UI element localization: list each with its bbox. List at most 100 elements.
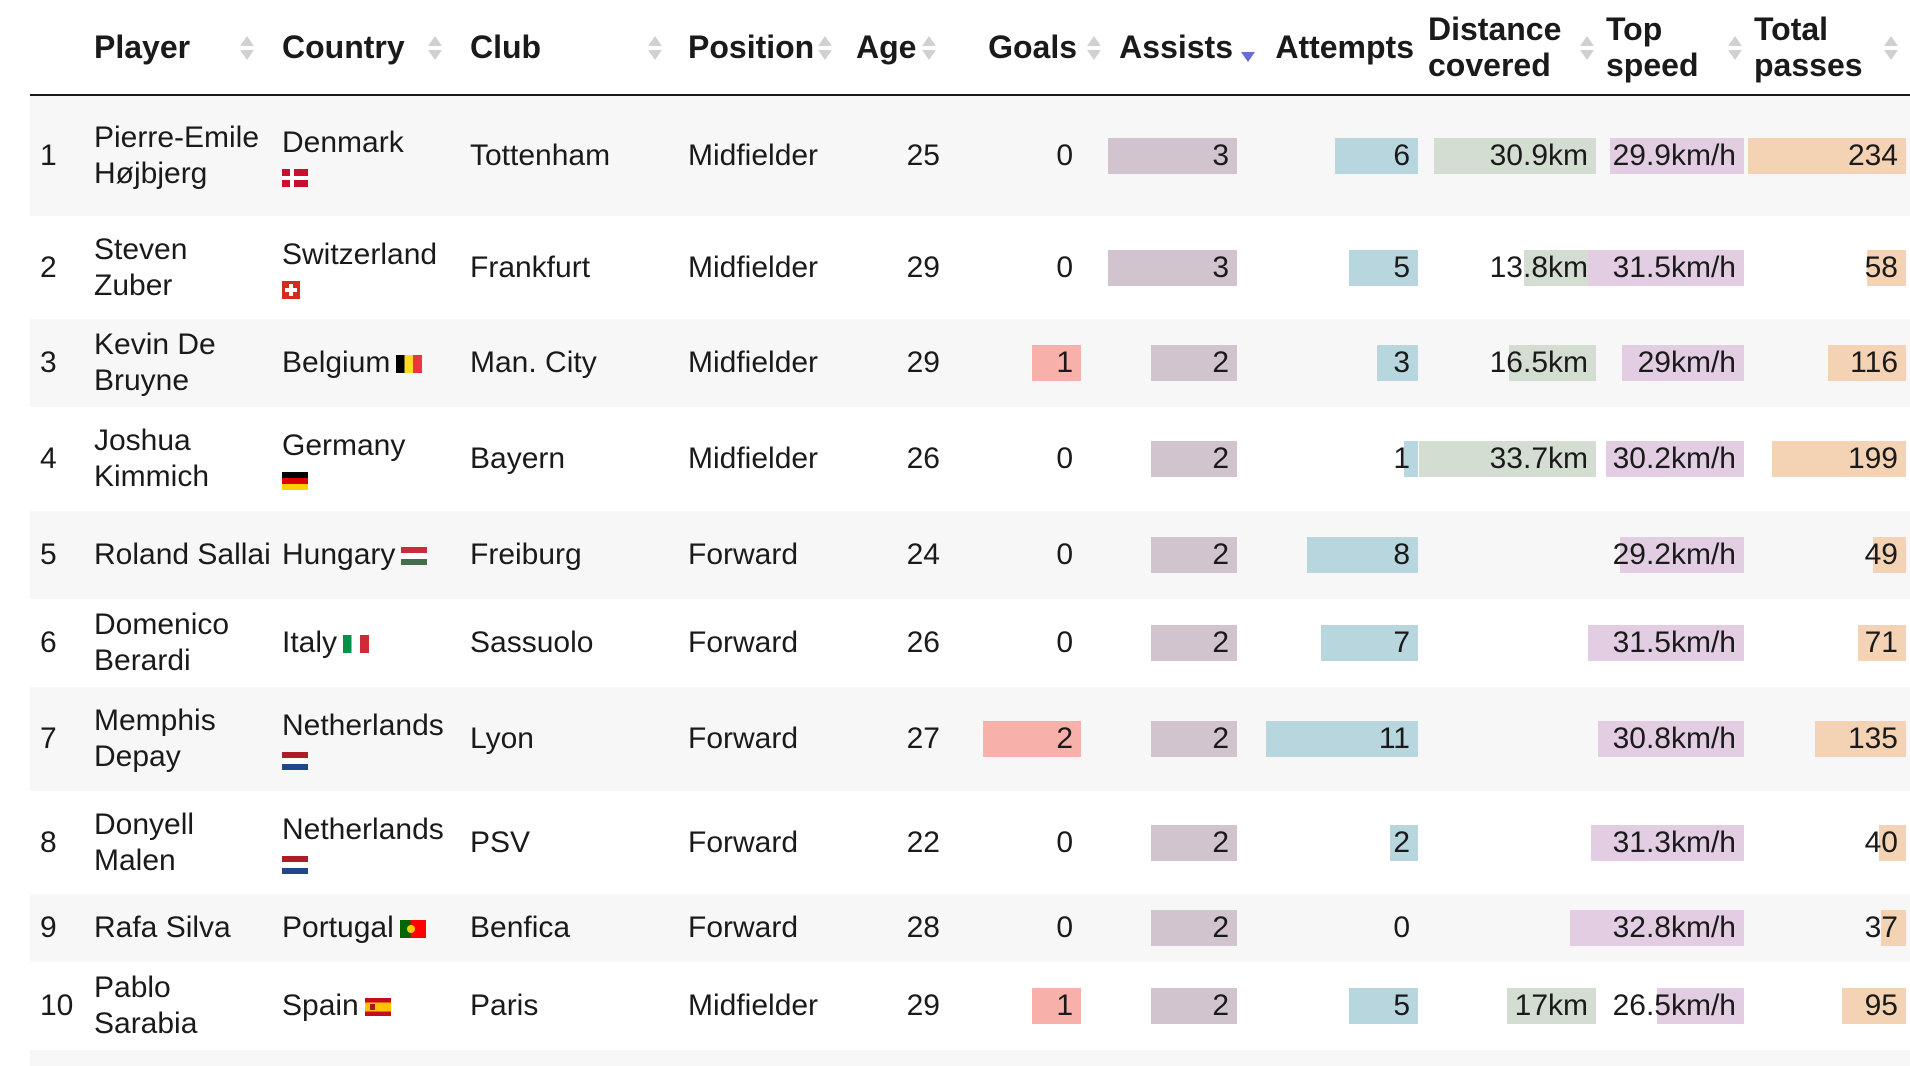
- attempts-bar-wrap: 8: [1237, 537, 1418, 573]
- player-name-cell: Domenico Berardi: [84, 599, 272, 687]
- sort-icon[interactable]: [1087, 36, 1101, 62]
- topspeed-bar-wrap: 26.5km/h: [1596, 988, 1744, 1024]
- table-row: 6 Domenico Berardi Italy Sassuolo Forward 26 0…: [30, 599, 1910, 687]
- distance-bar: [1509, 345, 1596, 381]
- column-header-country[interactable]: Country: [272, 0, 460, 96]
- column-header-club[interactable]: Club: [460, 0, 678, 96]
- position-cell: Forward: [678, 894, 846, 962]
- next-column-cell: [1906, 599, 1910, 687]
- club-cell: Tottenham: [460, 96, 678, 216]
- flag-nl-icon: [282, 855, 308, 874]
- attempts-bar: [1376, 345, 1418, 381]
- position-cell: Forward: [678, 791, 846, 894]
- attempts-bar-wrap: 7: [1237, 625, 1418, 661]
- table-row: 10 Pablo Sarabia Spain Paris Midfielder 29 1 2 5…: [30, 962, 1910, 1050]
- column-header-assists[interactable]: Assists: [1081, 0, 1255, 96]
- age-cell: 29: [846, 962, 948, 1050]
- column-header-passes[interactable]: Total passes: [1744, 0, 1906, 96]
- assists-bar: [1108, 138, 1237, 174]
- sort-icon[interactable]: [922, 36, 936, 62]
- attempts-cell: 5: [1237, 216, 1418, 319]
- header-label-passes-line2: passes: [1754, 47, 1863, 83]
- column-header-position[interactable]: Position: [678, 0, 846, 96]
- passes-cell: 199: [1744, 407, 1906, 511]
- column-header-age[interactable]: Age: [846, 0, 948, 96]
- topspeed-bar: [1590, 824, 1744, 861]
- topspeed-bar: [1587, 625, 1744, 661]
- sort-descending-icon[interactable]: [1241, 36, 1255, 62]
- attempts-bar-wrap: 5: [1237, 249, 1418, 286]
- column-header-distance[interactable]: Distance covered: [1418, 0, 1596, 96]
- attempts-cell: 6: [1237, 96, 1418, 216]
- distance-value: 33.7km: [1489, 442, 1588, 475]
- passes-bar-wrap: 116: [1744, 345, 1906, 381]
- attempts-cell: 3: [1237, 319, 1418, 407]
- assists-cell: 3: [1081, 96, 1237, 216]
- assists-value: 2: [1212, 911, 1229, 944]
- column-header-attempts[interactable]: Attempts: [1237, 0, 1418, 96]
- country-name: Denmark: [282, 126, 404, 159]
- distance-cell: 16.5km: [1418, 319, 1596, 407]
- topspeed-cell: 29.2km/h: [1596, 511, 1744, 599]
- empty-cell: [1744, 1050, 1906, 1066]
- country-name: Italy: [282, 626, 338, 659]
- rank-header: [30, 0, 84, 96]
- country-name: Belgium: [282, 346, 391, 379]
- goals-bar-wrap: 0: [948, 441, 1081, 477]
- column-header-next[interactable]: Pc: [1906, 0, 1910, 96]
- passes-cell: 40: [1744, 791, 1906, 894]
- empty-cell: [1596, 1050, 1744, 1066]
- topspeed-bar: [1622, 345, 1744, 381]
- sort-icon[interactable]: [1728, 36, 1742, 62]
- attempts-value: 3: [1393, 346, 1410, 379]
- attempts-value: 5: [1393, 989, 1410, 1022]
- flag-dk-icon: [282, 169, 308, 187]
- attempts-bar-wrap: 11: [1237, 721, 1418, 757]
- topspeed-bar: [1587, 249, 1744, 286]
- sort-icon[interactable]: [818, 36, 832, 62]
- position-cell: Midfielder: [678, 216, 846, 319]
- table-row: 9 Rafa Silva Portugal Benfica Forward 28 0 2 0 32…: [30, 894, 1910, 962]
- player-name-cell: Donyell Malen: [84, 791, 272, 894]
- passes-value: 49: [1864, 538, 1898, 571]
- position-cell: Midfielder: [678, 319, 846, 407]
- sort-icon[interactable]: [1884, 36, 1898, 62]
- sort-icon[interactable]: [1580, 36, 1594, 62]
- sort-icon[interactable]: [648, 36, 662, 62]
- header-label-distance-line2: covered: [1428, 47, 1551, 83]
- column-header-topspeed[interactable]: Top speed: [1596, 0, 1744, 96]
- position-cell: Forward: [678, 599, 846, 687]
- distance-cell: [1418, 894, 1596, 962]
- empty-cell: [1418, 1050, 1596, 1066]
- club-cell: Sassuolo: [460, 599, 678, 687]
- topspeed-value: 31.5km/h: [1612, 626, 1736, 659]
- attempts-value: 1: [1393, 442, 1410, 475]
- topspeed-bar-wrap: 31.5km/h: [1587, 625, 1744, 661]
- passes-bar-wrap: 40: [1744, 824, 1906, 861]
- next-column-cell: [1906, 407, 1910, 511]
- rank-cell: 5: [30, 511, 84, 599]
- attempts-bar: [1266, 721, 1418, 757]
- goals-bar-wrap: 0: [948, 625, 1081, 661]
- passes-cell: 95: [1744, 962, 1906, 1050]
- flag-it-icon: [343, 635, 370, 654]
- attempts-cell: 5: [1237, 962, 1418, 1050]
- goals-value: 0: [1056, 139, 1073, 172]
- topspeed-value: 30.8km/h: [1612, 722, 1736, 755]
- sort-icon[interactable]: [240, 36, 254, 62]
- attempts-bar-wrap: 3: [1237, 345, 1418, 381]
- header-label-topspeed-line2: speed: [1606, 47, 1699, 83]
- topspeed-cell: 32.8km/h: [1570, 894, 1744, 962]
- column-header-goals[interactable]: Goals: [948, 0, 1101, 96]
- player-name-cell: Memphis Depay: [84, 687, 272, 791]
- age-cell: 24: [846, 511, 948, 599]
- sort-icon[interactable]: [428, 36, 442, 62]
- assists-value: 2: [1212, 626, 1229, 659]
- position-cell: Midfielder: [678, 96, 846, 216]
- country-cell: Switzerland: [272, 216, 460, 319]
- country-name: Netherlands: [282, 709, 444, 742]
- passes-value: 234: [1847, 139, 1898, 172]
- country-cell: Netherlands: [272, 687, 460, 791]
- topspeed-value: 29.2km/h: [1612, 538, 1736, 571]
- column-header-player[interactable]: Player: [84, 0, 272, 96]
